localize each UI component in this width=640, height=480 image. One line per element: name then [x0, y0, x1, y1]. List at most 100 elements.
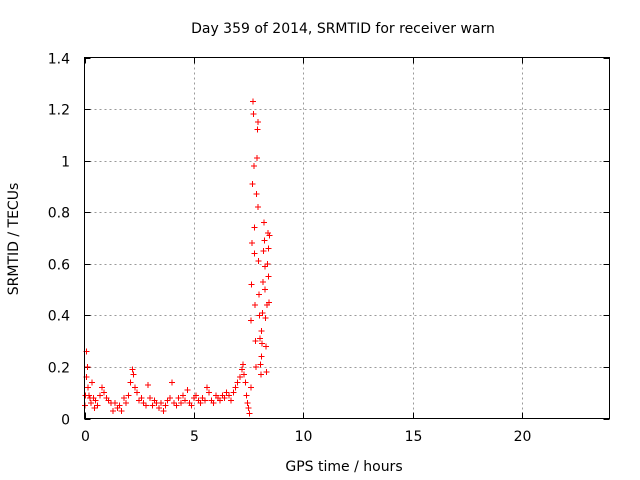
data-point	[125, 392, 132, 399]
data-point	[130, 371, 137, 378]
x-tick-label: 5	[190, 429, 199, 445]
data-point	[89, 379, 96, 386]
data-point	[253, 191, 260, 198]
data-point	[232, 384, 239, 391]
data-point	[201, 397, 208, 404]
data-point	[253, 155, 260, 162]
data-point	[96, 392, 103, 399]
data-point	[234, 379, 241, 386]
data-point	[142, 402, 149, 409]
data-point	[184, 387, 191, 394]
data-point	[259, 340, 266, 347]
x-tick-label: 0	[81, 429, 90, 445]
data-point	[155, 405, 162, 412]
chart-title: Day 359 of 2014, SRMTID for receiver war…	[191, 21, 495, 37]
data-point	[144, 381, 151, 388]
data-point	[162, 402, 169, 409]
y-tick-label: 0	[61, 413, 70, 429]
data-point	[99, 384, 105, 391]
data-point	[88, 400, 95, 407]
data-point	[123, 400, 130, 407]
data-point	[158, 400, 165, 407]
data-point	[252, 302, 259, 309]
y-tick-label: 1.2	[48, 103, 70, 119]
data-point	[263, 343, 270, 350]
data-point	[256, 312, 263, 319]
plot-frame	[84, 57, 610, 419]
x-tick-label: 15	[405, 429, 423, 445]
ticks-layer: 0 5 10 15 20 0 0.2 0.4 0.6 0.8 1 1.2 1.4	[48, 52, 610, 445]
data-points-layer	[81, 98, 273, 417]
data-point	[228, 397, 235, 404]
data-point	[85, 384, 91, 391]
y-tick-label: 0.8	[48, 206, 70, 222]
data-point	[84, 363, 91, 370]
data-point	[91, 405, 98, 412]
data-point	[252, 338, 259, 345]
data-point	[251, 224, 258, 231]
data-point	[188, 402, 195, 409]
data-point	[262, 286, 269, 293]
data-point	[255, 204, 262, 211]
data-point	[247, 384, 254, 391]
data-point	[249, 180, 256, 187]
data-point	[260, 247, 267, 254]
data-point	[129, 366, 136, 373]
data-point	[249, 240, 256, 247]
data-point	[175, 394, 182, 401]
data-point	[256, 291, 263, 298]
x-axis-label: GPS time / hours	[285, 459, 402, 475]
grid-layer	[84, 57, 610, 419]
y-tick-label: 0.6	[48, 258, 70, 274]
data-point	[264, 260, 271, 267]
data-point	[92, 397, 99, 404]
data-point	[240, 361, 247, 368]
data-point	[112, 400, 119, 407]
data-point	[131, 384, 138, 391]
data-point	[197, 400, 204, 407]
data-point	[250, 162, 257, 169]
data-point	[225, 392, 232, 399]
y-tick-label: 1.4	[48, 52, 70, 68]
data-point	[249, 98, 256, 105]
data-point	[118, 407, 125, 414]
data-point	[134, 389, 140, 396]
data-point	[169, 379, 175, 386]
data-point	[243, 392, 250, 399]
x-tick-label: 20	[514, 429, 532, 445]
data-point	[147, 394, 154, 401]
data-point	[253, 363, 259, 370]
data-point	[260, 219, 267, 226]
data-point	[101, 389, 108, 396]
data-point	[262, 314, 269, 321]
data-point	[127, 379, 134, 386]
data-point	[230, 389, 237, 396]
data-point	[94, 402, 101, 409]
data-point	[179, 392, 186, 399]
data-point	[173, 402, 180, 409]
data-point	[149, 402, 156, 409]
data-point	[242, 379, 249, 386]
data-point	[236, 374, 243, 381]
y-axis-label: SRMTID / TECUs	[6, 183, 22, 296]
data-point	[138, 394, 145, 401]
data-point	[221, 394, 228, 401]
data-point	[244, 400, 251, 407]
data-point	[217, 397, 224, 404]
y-tick-label: 1	[61, 155, 70, 171]
data-point	[177, 400, 184, 407]
data-point	[182, 397, 189, 404]
data-point	[239, 366, 245, 373]
data-point	[260, 278, 266, 285]
data-point	[245, 405, 252, 412]
data-point	[246, 410, 253, 417]
data-point	[261, 263, 268, 270]
data-point	[109, 407, 116, 414]
data-point	[256, 335, 263, 342]
data-point	[241, 371, 248, 378]
data-point	[257, 361, 264, 368]
y-tick-label: 0.4	[48, 309, 70, 325]
data-point	[193, 392, 200, 399]
data-point	[266, 232, 273, 239]
